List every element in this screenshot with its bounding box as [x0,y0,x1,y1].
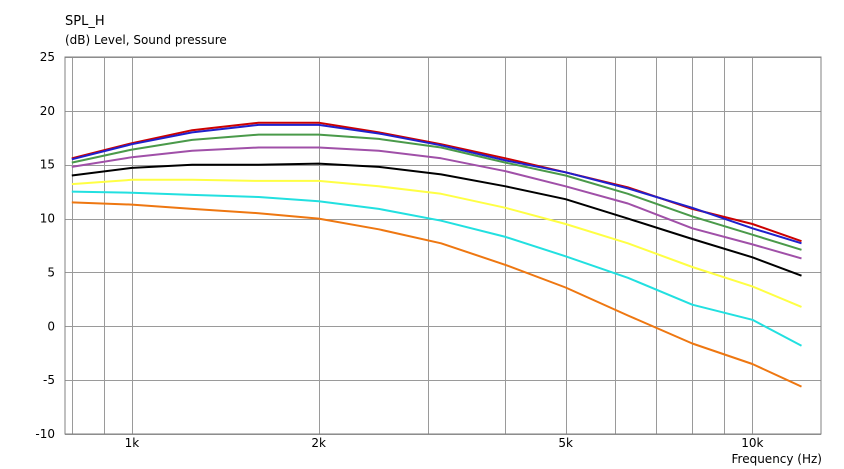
y-tick-label: 10 [40,212,55,226]
y-tick-label: -10 [35,427,55,441]
x-tick-label: 1k [125,436,140,450]
y-tick-label: 20 [40,104,55,118]
x-tick-label: 2k [311,436,326,450]
series-line-7 [71,190,802,347]
y-tick-label: 25 [40,50,55,64]
chart-title: SPL_H [65,14,105,29]
series-line-1 [71,121,802,243]
series-line-3 [71,133,802,251]
series-line-2 [71,123,802,245]
series-line-4 [71,146,802,260]
x-tick-label: 5k [558,436,573,450]
series-line-6 [71,178,802,308]
tick-labels: 25 20 15 10 5 0 -5 -10 1k 2k 5k 10k [35,50,763,450]
y-tick-label: 0 [47,319,55,333]
series-line-8 [71,201,802,388]
y-tick-label: 5 [47,265,55,279]
y-tick-label: -5 [43,373,55,387]
plot-frame [64,56,822,435]
x-axis-label: Frequency (Hz) [731,452,823,466]
y-tick-label: 15 [40,158,55,172]
y-axis-label: (dB) Level, Sound pressure [65,33,227,47]
grid [65,57,821,435]
series-lines [71,121,802,388]
x-tick-label: 10k [741,436,763,450]
series-line-5 [71,162,802,277]
